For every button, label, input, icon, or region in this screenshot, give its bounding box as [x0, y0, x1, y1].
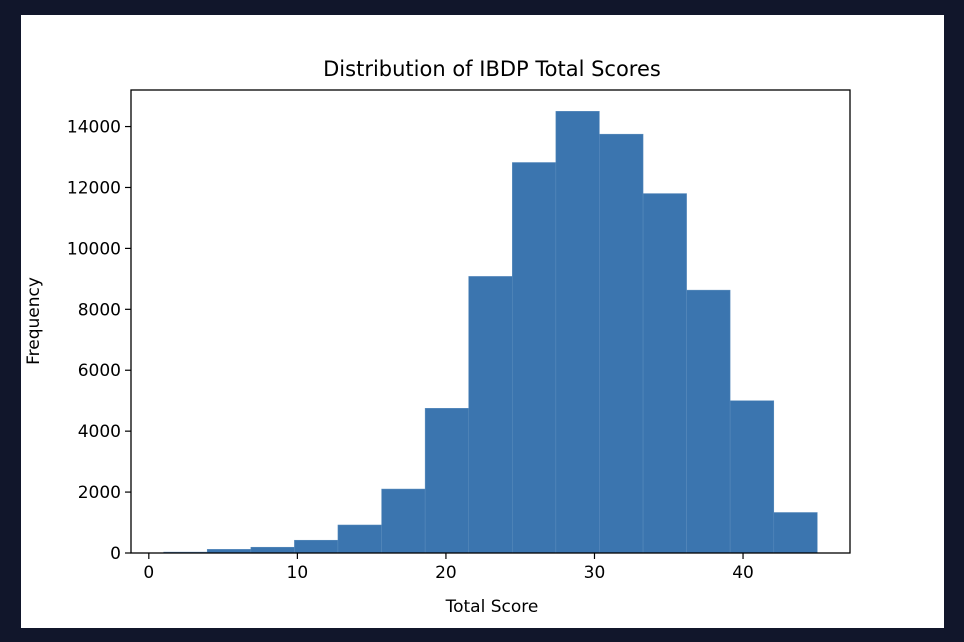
x-tick-label: 10 [287, 563, 309, 583]
histogram-bar [381, 488, 426, 554]
histogram-bar [250, 546, 295, 554]
histogram-bar [642, 193, 687, 554]
y-tick-label: 2000 [78, 483, 121, 503]
plot-frame [130, 89, 851, 554]
histogram-bar [512, 162, 557, 554]
chart-title: Distribution of IBDP Total Scores [323, 57, 661, 81]
histogram-bar [729, 400, 775, 554]
x-tick-label: 20 [435, 563, 457, 583]
y-tick-label: 6000 [78, 361, 121, 381]
y-tick-label: 4000 [78, 422, 121, 442]
x-tick-label: 30 [584, 563, 606, 583]
histogram-bar [337, 524, 382, 554]
y-tick-label: 14000 [67, 118, 121, 138]
histogram-bar [294, 539, 339, 554]
y-tick-label: 0 [110, 544, 121, 564]
histogram-bar [424, 408, 469, 554]
x-tick-label: 40 [732, 563, 754, 583]
x-tick-label: 0 [143, 563, 154, 583]
histogram-bar [599, 133, 644, 554]
y-tick-label: 10000 [67, 239, 121, 259]
histogram-chart: Distribution of IBDP Total Scores 0 10 20 3… [24, 57, 851, 617]
x-axis-ticks: 0 10 20 30 40 [143, 553, 754, 583]
y-tick-label: 12000 [67, 178, 121, 198]
histogram-bar [468, 276, 513, 554]
chart-figure: Distribution of IBDP Total Scores 0 10 20 3… [21, 15, 944, 628]
y-axis-ticks: 0 2000 4000 6000 8000 10000 12000 14000 [67, 118, 131, 564]
bars-group [163, 111, 818, 554]
y-axis-label: Frequency [24, 277, 44, 365]
histogram-bar [773, 512, 818, 554]
histogram-bar [555, 111, 600, 554]
y-tick-label: 8000 [78, 300, 121, 320]
histogram-bar [686, 289, 731, 554]
x-axis-label: Total Score [445, 597, 539, 617]
